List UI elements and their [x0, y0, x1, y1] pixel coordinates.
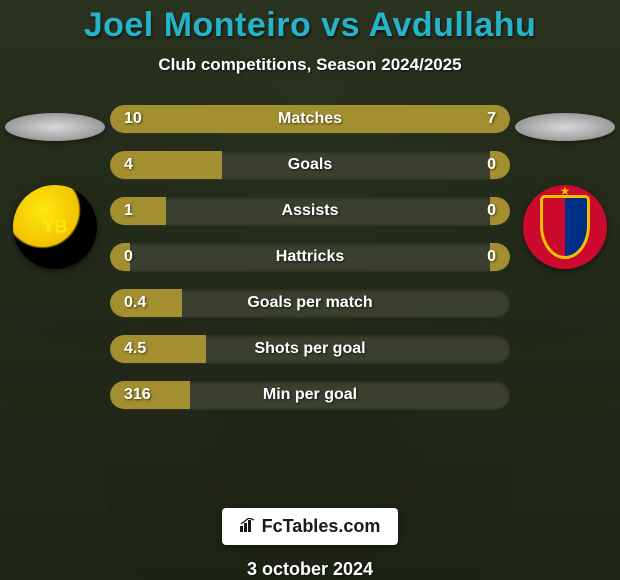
stat-label: Hattricks	[276, 248, 344, 266]
stat-row: 1 0 Assists	[110, 197, 510, 225]
stat-value-right: 0	[487, 248, 496, 266]
stat-value-right: 7	[487, 110, 496, 128]
stat-value-left: 4.5	[124, 340, 146, 358]
stat-value-left: 1	[124, 202, 133, 220]
stat-row: 0.4 Goals per match	[110, 289, 510, 317]
page-subtitle: Club competitions, Season 2024/2025	[158, 55, 461, 75]
left-ellipse-decor	[5, 113, 105, 141]
team-left-crest	[13, 185, 97, 269]
footer-date: 3 october 2024	[247, 559, 373, 580]
stat-row: 4 0 Goals	[110, 151, 510, 179]
footer-text: FcTables.com	[262, 516, 381, 537]
stat-value-left: 4	[124, 156, 133, 174]
stat-row: 10 7 Matches	[110, 105, 510, 133]
page-title: Joel Monteiro vs Avdullahu	[84, 6, 537, 45]
page-container: Joel Monteiro vs Avdullahu Club competit…	[0, 0, 620, 580]
footer-attribution: FcTables.com	[222, 508, 399, 545]
stat-row: 316 Min per goal	[110, 381, 510, 409]
team-right-crest: ★	[523, 185, 607, 269]
stat-value-left: 0.4	[124, 294, 146, 312]
stat-value-left: 10	[124, 110, 142, 128]
stat-value-left: 0	[124, 248, 133, 266]
stat-row: 4.5 Shots per goal	[110, 335, 510, 363]
stat-value-right: 0	[487, 156, 496, 174]
stat-value-right: 0	[487, 202, 496, 220]
stat-label: Goals	[288, 156, 332, 174]
stat-fill-left	[110, 197, 166, 225]
stat-label: Goals per match	[247, 294, 372, 312]
stat-label: Assists	[282, 202, 339, 220]
right-column: ★	[510, 105, 620, 269]
chart-icon	[240, 518, 256, 535]
left-column	[0, 105, 110, 269]
stat-row: 0 0 Hattricks	[110, 243, 510, 271]
stat-label: Matches	[278, 110, 342, 128]
team-right-shield: ★	[540, 195, 590, 259]
stat-label: Shots per goal	[254, 340, 365, 358]
star-icon: ★	[560, 184, 571, 198]
right-ellipse-decor	[515, 113, 615, 141]
stat-value-left: 316	[124, 386, 151, 404]
stat-bars: 107Matches40Goals10Assists00Hattricks0.4…	[110, 105, 510, 409]
stat-label: Min per goal	[263, 386, 357, 404]
content-row: 107Matches40Goals10Assists00Hattricks0.4…	[0, 105, 620, 484]
